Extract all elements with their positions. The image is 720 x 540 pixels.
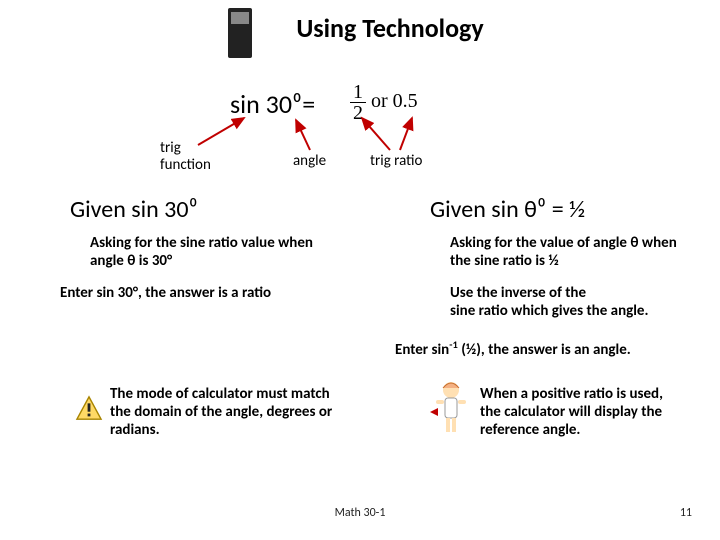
footer-page-number: 11	[680, 506, 692, 520]
given-left-heading: Given sin 30⁰	[70, 195, 198, 224]
enter-right-sup: -1	[449, 338, 458, 351]
calculator-screen	[231, 12, 249, 24]
label-trig-ratio: trig ratio	[370, 152, 422, 170]
enter-right-prefix: Enter sin	[395, 341, 449, 359]
page-title: Using Technology	[0, 0, 720, 44]
construction-man-icon	[428, 378, 474, 438]
warning-icon	[75, 395, 103, 421]
right-description: Asking for the value of angle θ when the…	[450, 234, 680, 270]
equation-fraction: 1 2	[350, 82, 366, 123]
equation-lhs: sin 30⁰=	[230, 88, 315, 120]
label-angle: angle	[293, 152, 326, 170]
left-enter-instruction: Enter sin 30°, the answer is a ratio	[60, 284, 320, 302]
fraction-numerator: 1	[350, 82, 366, 103]
equation-rhs: 1 2 or 0.5	[350, 82, 418, 123]
right-use-inverse: Use the inverse of the sine ratio which …	[450, 284, 710, 320]
right-enter-instruction: Enter sin-1 (½), the answer is an angle.	[395, 338, 715, 359]
label-trig-function: trig function	[160, 140, 211, 173]
footer-course: Math 30-1	[0, 506, 720, 520]
equation-or-text: or 0.5	[366, 90, 418, 112]
calculator-image	[228, 8, 252, 58]
note-mode: The mode of calculator must match the do…	[110, 385, 335, 439]
label-trig-l2: function	[160, 156, 211, 174]
left-description: Asking for the sine ratio value when ang…	[90, 234, 320, 270]
fraction-denominator: 2	[350, 103, 366, 123]
given-right-heading: Given sin θ⁰ = ½	[430, 195, 585, 224]
enter-right-suffix: (½), the answer is an angle.	[458, 341, 631, 359]
label-trig-l1: trig	[160, 139, 181, 157]
note-reference-angle: When a positive ratio is used, the calcu…	[480, 385, 680, 439]
